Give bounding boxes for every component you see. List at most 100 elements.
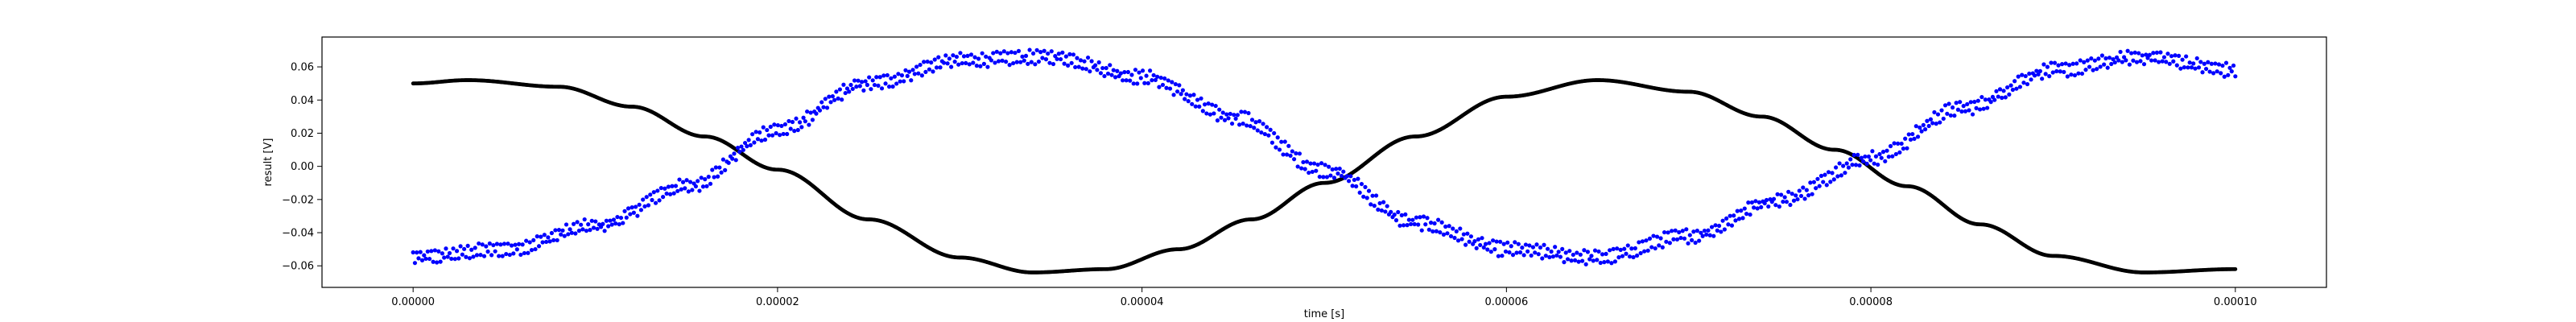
data-point [1330,167,1335,172]
data-point [1954,101,1959,105]
data-point [465,243,470,248]
data-point [2118,49,2123,55]
data-point [1082,59,1087,64]
data-point [684,178,689,183]
data-point [2072,72,2078,78]
data-point [909,78,914,83]
x-axis: 0.00000 0.00002 0.00004 0.00006 0.00008 0.000… [391,287,2257,308]
data-point [971,60,976,65]
data-point [2129,51,2134,56]
data-point [745,144,749,149]
data-point [2063,61,2068,66]
data-point [1781,199,1785,204]
data-point [1870,149,1875,154]
data-point [712,175,716,180]
data-point [869,87,873,92]
data-point [1852,152,1856,158]
data-point [2043,72,2048,76]
data-point [1523,242,1528,247]
data-point [1102,73,1107,79]
data-point [1645,248,1650,253]
data-point [876,83,881,89]
data-point [1918,125,1922,130]
data-point [1193,104,1198,109]
data-point [2037,68,2042,73]
data-point [580,227,585,232]
data-point [584,229,589,233]
data-point [1583,262,1588,266]
data-point [2079,71,2085,76]
data-point [2196,65,2202,70]
data-point [886,85,892,89]
data-point [1441,232,1447,237]
data-point [1567,249,1572,254]
data-point [542,233,547,237]
data-point [1162,76,1167,81]
data-point [1952,114,1957,118]
data-point [1722,227,1727,232]
data-point [2203,66,2209,72]
data-point [507,252,512,258]
data-point [1459,237,1464,242]
data-point [1671,237,1676,242]
data-point [1383,209,1388,214]
data-point [885,72,890,78]
data-point [1253,120,1258,125]
data-point [1047,60,1052,65]
data-point [2178,66,2183,71]
data-point [1638,250,1643,256]
data-point [1815,176,1820,181]
data-point [1406,217,1411,222]
data-point [2132,50,2137,55]
data-point [1409,221,1414,227]
data-point [1846,165,1852,170]
data-point [1604,251,1608,256]
data-point [1919,129,1924,134]
data-point [1180,88,1185,93]
x-axis-label: time [s] [1304,308,1344,320]
data-point [903,68,908,72]
data-point [1856,152,1860,157]
data-point [1972,99,1977,105]
data-point [1385,204,1389,208]
data-point [679,187,683,192]
data-point [1138,76,1143,80]
data-point [1955,107,1960,112]
data-point [1241,121,1245,126]
data-point [1129,72,1134,77]
data-point [752,140,757,145]
data-point [445,254,450,259]
data-point [1311,161,1317,166]
data-point [1525,249,1530,254]
data-point [1534,242,1539,247]
data-point [1348,174,1353,179]
data-point [2099,53,2105,58]
data-point [1412,221,1417,227]
data-point [1600,252,1605,257]
data-point [1373,193,1379,198]
data-point [1174,89,1180,94]
data-point [778,133,782,138]
data-point [861,88,866,93]
data-point [670,184,675,188]
data-point [1060,50,1065,55]
data-point [1140,68,1146,73]
data-point [658,185,663,191]
data-point [1043,57,1049,62]
data-point [980,51,985,56]
data-point [1027,47,1032,52]
data-point [2136,51,2141,56]
data-point [737,149,742,155]
data-point [1346,179,1352,184]
data-point [960,60,964,66]
data-point [2207,69,2212,74]
data-point [2125,48,2130,53]
data-point [1742,206,1747,211]
data-point [918,62,923,68]
data-point [1445,231,1450,236]
data-point [1410,217,1415,222]
data-point [494,242,500,246]
data-point [1414,215,1419,220]
data-point [923,69,928,74]
data-point [1719,229,1724,234]
